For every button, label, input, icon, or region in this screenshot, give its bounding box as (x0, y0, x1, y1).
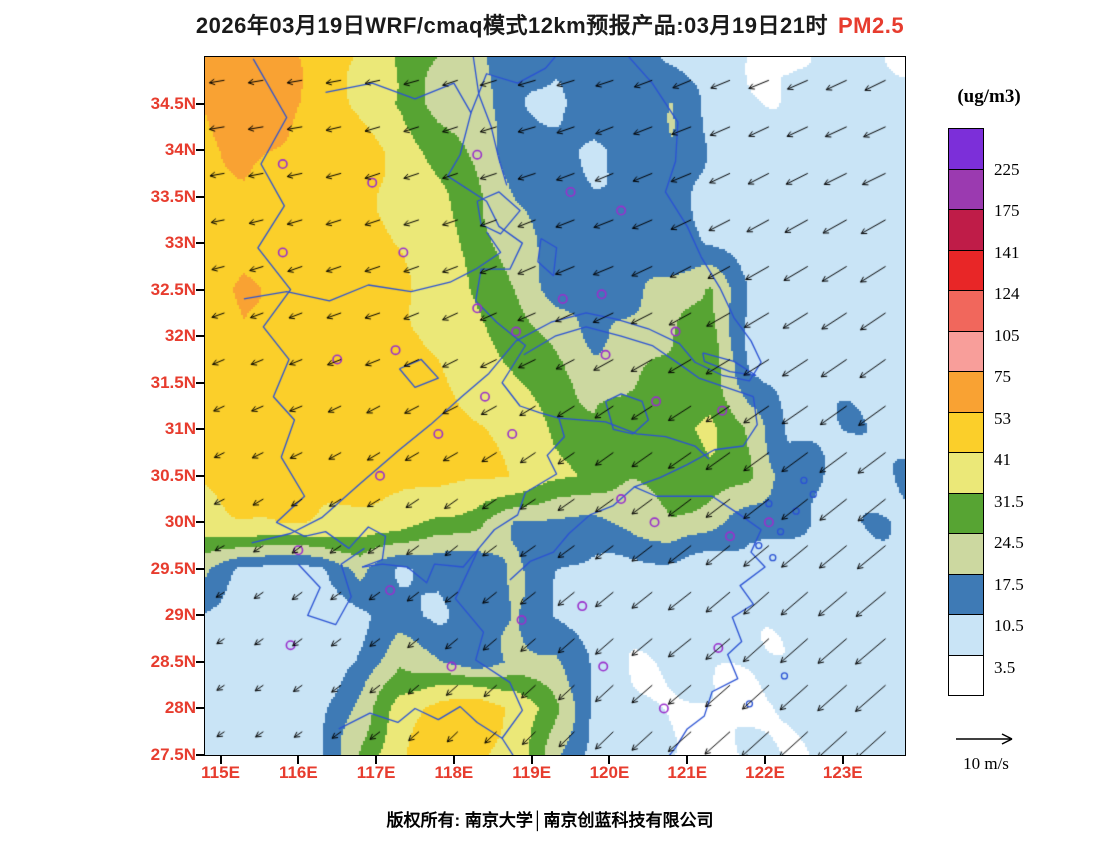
x-axis-tick (608, 756, 611, 764)
y-axis-tick (196, 335, 204, 338)
x-axis-tick (375, 756, 378, 764)
y-axis-tick (196, 242, 204, 245)
x-axis-label: 119E (512, 763, 552, 782)
y-axis-label: 31N (164, 419, 196, 439)
x-axis-tick (219, 756, 222, 764)
colorbar-block (948, 330, 984, 372)
title-species: PM2.5 (837, 13, 905, 38)
y-axis-label: 28.5N (150, 651, 196, 671)
colorbar-label: 175 (994, 201, 1020, 220)
y-axis-label: 32.5N (150, 279, 196, 299)
colorbar-block (948, 411, 984, 453)
y-axis-tick (196, 288, 204, 291)
colorbar-label: 225 (994, 159, 1020, 179)
y-axis-tick (196, 660, 204, 663)
y-axis-label: 29.5N (150, 558, 196, 578)
colorbar-label: 124 (994, 284, 1020, 303)
y-axis-tick (196, 614, 204, 617)
x-axis-tick (686, 756, 689, 764)
x-axis-tick (764, 756, 766, 764)
y-axis-label: 34N (164, 140, 196, 160)
wind-reference-arrow-icon (956, 733, 1013, 745)
x-axis-tick (530, 756, 533, 764)
y-axis-label: 27.5N (150, 745, 196, 764)
colorbar-block (948, 371, 984, 413)
y-axis-label: 29N (164, 605, 196, 625)
y-axis-tick (196, 428, 204, 431)
y-axis-label: 32N (164, 326, 196, 346)
colorbar-label: 10.5 (994, 616, 1024, 635)
colorbar-block (948, 573, 984, 615)
y-axis-tick (196, 149, 204, 152)
colorbar-block (948, 290, 984, 332)
x-axis-label: 123E (822, 763, 863, 782)
x-axis-label: 118E (434, 763, 474, 782)
y-axis-label: 31.5N (150, 372, 196, 392)
colorbar-block (948, 452, 984, 494)
x-axis-tick (297, 756, 300, 764)
colorbar-block (948, 533, 984, 575)
colorbar-block (948, 654, 984, 696)
colorbar-block (948, 128, 984, 170)
colorbar-label: 24.5 (994, 533, 1024, 552)
x-axis-tick (841, 756, 844, 764)
y-axis-tick (196, 102, 204, 105)
x-axis-label: 117E (356, 763, 396, 782)
y-axis-label: 30.5N (150, 465, 196, 485)
colorbar-label: 41 (994, 450, 1011, 469)
x-axis-label: 122E (745, 763, 785, 782)
y-axis-label: 30N (164, 512, 196, 532)
colorbar-block (948, 492, 984, 534)
x-axis-tick (452, 756, 455, 764)
colorbar-block (948, 168, 984, 210)
y-axis-tick (196, 754, 204, 756)
colorbar-block (948, 614, 984, 656)
colorbar-label: 31.5 (994, 491, 1024, 511)
x-axis-label: 120E (589, 763, 630, 782)
y-axis-tick (196, 567, 204, 570)
colorbar-block (948, 249, 984, 291)
title-main: 2026年03月19日WRF/cmaq模式12km预报产品:03月19日21时 (195, 13, 828, 38)
pm25-map-canvas (205, 57, 905, 755)
y-axis-label: 28N (164, 698, 196, 718)
y-axis-tick (196, 474, 204, 477)
colorbar-units: (ug/m3) (957, 86, 1021, 107)
colorbar-block (948, 209, 984, 251)
x-axis-label: 116E (278, 763, 318, 782)
wind-legend: 10 m/s (944, 731, 1028, 774)
colorbar-label: 17.5 (994, 574, 1024, 594)
x-axis-label: 115E (201, 763, 240, 782)
y-axis-tick (196, 521, 204, 524)
colorbar-label: 141 (994, 242, 1020, 262)
y-axis-tick (196, 381, 204, 384)
page-title: 2026年03月19日WRF/cmaq模式12km预报产品:03月19日21时 P… (0, 8, 1100, 40)
colorbar-label: 75 (994, 367, 1011, 386)
colorbar (948, 128, 984, 696)
colorbar-label: 3.5 (994, 657, 1016, 677)
copyright-footer: 版权所有: 南京大学│南京创蓝科技有限公司 (386, 811, 714, 830)
y-axis-label: 34.5N (150, 93, 196, 113)
y-axis-label: 33N (164, 233, 196, 253)
y-axis-label: 33.5N (150, 186, 196, 206)
map-plot (204, 56, 906, 756)
wind-reference-label: 10 m/s (963, 754, 1009, 773)
colorbar-label: 53 (994, 408, 1011, 428)
colorbar-label: 105 (994, 325, 1020, 345)
y-axis-tick (196, 707, 204, 710)
y-axis-tick (196, 195, 204, 198)
x-axis-label: 121E (667, 763, 708, 782)
